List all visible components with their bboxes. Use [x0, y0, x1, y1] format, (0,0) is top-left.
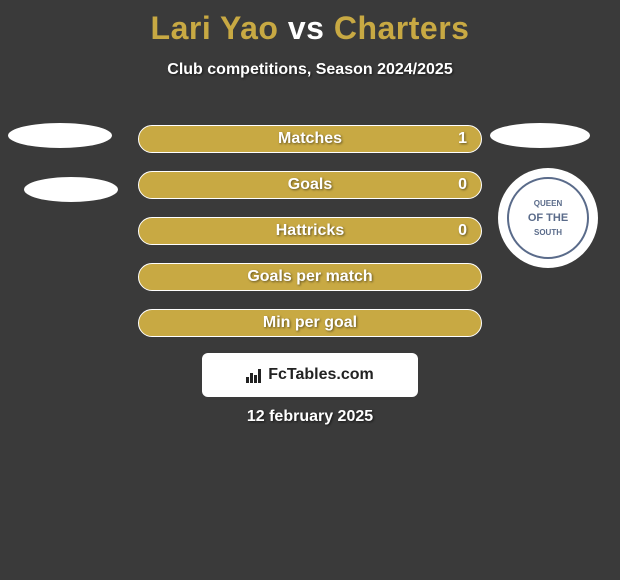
badge-text-top: QUEEN [534, 199, 562, 208]
stat-bar-value: 0 [458, 176, 467, 194]
footer-brand-box: FcTables.com [202, 353, 418, 397]
avatar-left-2 [24, 177, 118, 202]
badge-text-of: OF THE [528, 212, 568, 224]
stat-bar: Goals per match [138, 263, 482, 291]
stat-bar: Hattricks 0 [138, 217, 482, 245]
title-player2: Charters [334, 10, 470, 46]
stat-bar: Matches 1 [138, 125, 482, 153]
footer-brand-text: FcTables.com [268, 366, 374, 384]
badge-text-bottom: SOUTH [534, 228, 562, 237]
title-player1: Lari Yao [151, 10, 279, 46]
stat-bar-label: Goals [288, 176, 332, 194]
stat-bar-label: Min per goal [263, 314, 357, 332]
subtitle: Club competitions, Season 2024/2025 [0, 61, 620, 79]
avatar-left-1 [8, 123, 112, 148]
stat-bar: Goals 0 [138, 171, 482, 199]
stat-bar-label: Matches [278, 130, 342, 148]
stat-bar-label: Goals per match [247, 268, 372, 286]
page-title: Lari Yao vs Charters [0, 0, 620, 47]
stat-bars: Matches 1 Goals 0 Hattricks 0 Goals per match M… [138, 125, 482, 355]
title-vs: vs [278, 10, 333, 46]
stat-bar: Min per goal [138, 309, 482, 337]
stat-bar-value: 0 [458, 222, 467, 240]
avatar-right [490, 123, 590, 148]
stat-bar-value: 1 [458, 130, 467, 148]
stat-bar-label: Hattricks [276, 222, 344, 240]
club-badge-inner: QUEEN OF THE SOUTH [507, 177, 589, 259]
chart-icon [246, 367, 262, 383]
club-badge: QUEEN OF THE SOUTH [498, 168, 598, 268]
date-text: 12 february 2025 [0, 408, 620, 426]
